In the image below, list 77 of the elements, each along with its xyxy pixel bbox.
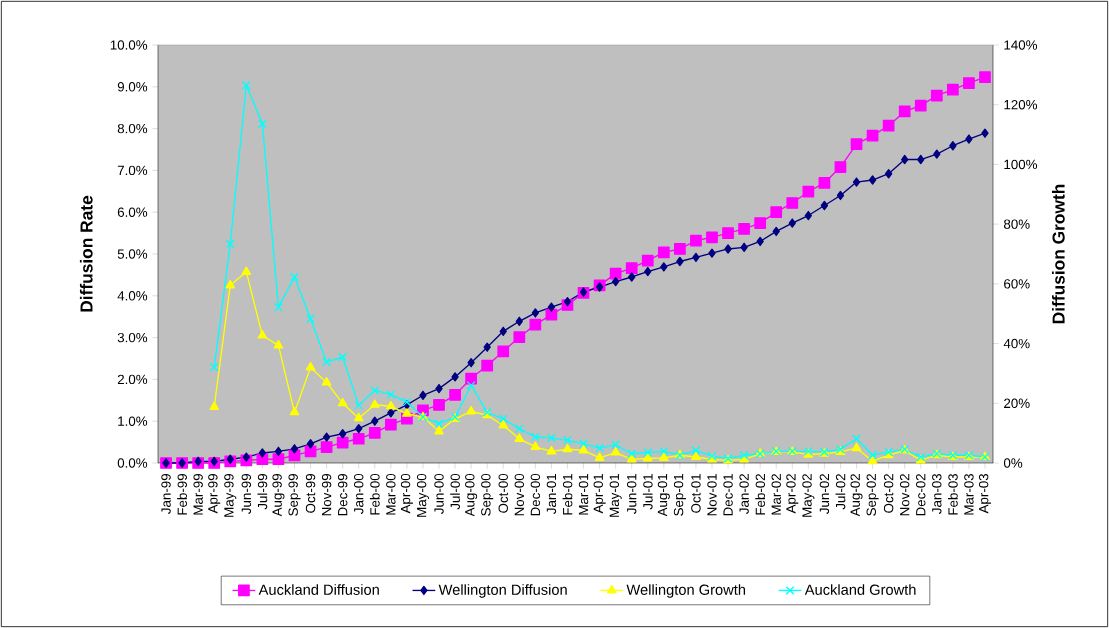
x-tick-label: Dec-00: [530, 473, 541, 516]
y-tick-label: 10.0%: [110, 40, 148, 50]
x-tick-label: May-02: [802, 474, 815, 517]
y2-tick-label: 0%: [1003, 458, 1023, 468]
x-tick-label: Aug-00: [465, 473, 478, 517]
x-tick-label: Nov-00: [514, 473, 525, 516]
x-tick-label: May-01: [609, 474, 622, 517]
y2-tick-label: 100%: [1004, 159, 1038, 170]
y2-tick-label: 60%: [1004, 279, 1030, 289]
x-tick-label: Mar-00: [386, 473, 396, 515]
y-tick-label: 1.0%: [118, 416, 148, 426]
x-tick-label: Feb-01: [562, 474, 573, 515]
y2-tick-label: 120%: [1004, 100, 1038, 110]
x-tick-label: Apr-99: [208, 474, 221, 514]
x-tick-label: Nov-99: [321, 474, 332, 516]
x-tick-label: Feb-99: [177, 474, 187, 515]
x-tick-label: Aug-99: [272, 474, 285, 517]
x-tick-label: Sep-99: [288, 474, 301, 516]
y2-tick-label: 40%: [1003, 338, 1030, 349]
y2-axis-title: Diffusion Growth: [1051, 184, 1065, 324]
x-tick-label: Oct-02: [883, 474, 894, 513]
y-axis-title: Diffusion Rate: [79, 195, 93, 312]
x-tick-label: Mar-02: [771, 474, 781, 515]
x-tick-label: Sep-00: [481, 473, 494, 516]
x-tick-label: Jul-00: [450, 473, 460, 510]
y2-tick-label: 80%: [1003, 219, 1030, 229]
x-tick-label: Jul-02: [835, 474, 846, 510]
x-tick-label: Oct-00: [498, 473, 508, 513]
y-tick-label: 2.0%: [117, 374, 148, 385]
x-tick-label: Nov-02: [899, 474, 910, 516]
x-tick-label: Jun-00: [434, 473, 444, 514]
y-tick-label: 3.0%: [117, 332, 148, 343]
x-tick-label: Apr-03: [978, 473, 992, 514]
x-tick-label: Mar-03: [964, 473, 974, 515]
x-tick-label: Jun-02: [819, 474, 830, 514]
legend-label: Auckland Diffusion: [258, 584, 379, 595]
y-tick-label: 6.0%: [117, 207, 148, 217]
y-tick-label: 5.0%: [117, 249, 148, 259]
x-tick-label: Oct-01: [691, 474, 701, 513]
x-tick-label: Jan-03: [932, 473, 942, 514]
x-tick-label: Mar-99: [193, 474, 203, 515]
legend-label: Wellington Growth: [626, 584, 746, 598]
y-tick-label: 8.0%: [117, 123, 148, 134]
x-tick-label: Aug-01: [657, 474, 670, 517]
x-tick-label: Mar-01: [578, 474, 589, 515]
x-tick-label: Dec-02: [916, 474, 926, 516]
x-tick-label: Jun-99: [241, 474, 252, 514]
x-tick-label: Apr-00: [400, 473, 413, 514]
x-tick-label: Jan-99: [161, 474, 171, 514]
x-tick-label: May-00: [416, 473, 429, 517]
x-tick-label: Dec-01: [723, 474, 733, 516]
x-tick-label: May-99: [224, 474, 237, 517]
x-tick-label: Feb-00: [369, 473, 380, 515]
x-tick-label: Feb-03: [947, 473, 958, 515]
y2-tick-label: 140%: [1004, 40, 1038, 50]
y-tick-label: 9.0%: [117, 82, 148, 92]
legend-label: Auckland Growth: [804, 584, 916, 595]
legend-label: Wellington Diffusion: [438, 584, 567, 598]
y-tick-label: 7.0%: [117, 165, 148, 176]
x-tick-label: Oct-99: [305, 474, 316, 513]
x-tick-label: Dec-99: [337, 474, 348, 516]
y2-tick-label: 20%: [1004, 398, 1030, 408]
x-tick-label: Aug-02: [850, 474, 863, 517]
x-tick-label: Feb-02: [755, 474, 766, 515]
x-tick-label: Sep-02: [866, 474, 879, 516]
x-tick-label: Jan-02: [739, 474, 749, 514]
x-tick-label: Apr-01: [593, 474, 606, 514]
x-tick-label: Jan-01: [546, 474, 557, 514]
x-tick-label: Jun-01: [626, 474, 637, 514]
x-tick-label: Jan-00: [354, 473, 364, 514]
x-tick-label: Jul-01: [642, 474, 653, 510]
x-tick-label: Apr-02: [786, 474, 799, 514]
x-tick-label: Sep-01: [673, 474, 686, 516]
x-tick-label: Jul-99: [257, 474, 268, 510]
y-tick-label: 4.0%: [117, 291, 148, 301]
y-tick-label: 0.0%: [117, 458, 148, 468]
x-tick-label: Nov-01: [707, 474, 717, 516]
